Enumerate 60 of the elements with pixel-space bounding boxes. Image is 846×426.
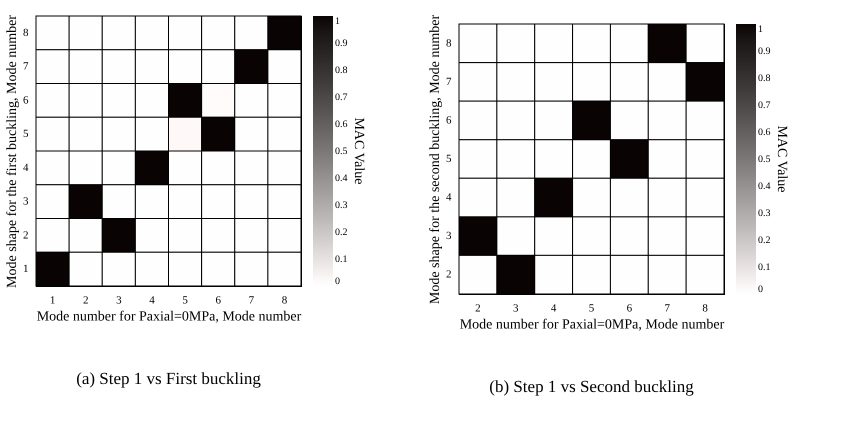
x-axis-title: Mode number for Paxial=0MPa, Mode number [460, 318, 725, 332]
x-tick-label: 3 [513, 302, 520, 314]
color-bar-label: 0 [758, 284, 763, 295]
color-bar-label: 0.6 [758, 127, 770, 138]
y-tick-label: 7 [446, 76, 452, 88]
text: (a) Step 1 vs First buckling [76, 369, 262, 388]
x-tick-label: 4 [550, 302, 557, 314]
y-tick-label: 3 [446, 230, 452, 242]
y-tick-label: 5 [23, 128, 29, 140]
x-tick-label: 2 [475, 302, 481, 314]
x-tick-label: 7 [248, 294, 255, 306]
y-tick-label: 1 [23, 263, 28, 276]
color-bar-label: 0.7 [758, 100, 770, 111]
color-bar-label: 0.1 [335, 254, 348, 265]
y-tick-label: 8 [23, 26, 29, 39]
x-tick-label: 5 [588, 302, 595, 314]
x-tick-label: 1 [50, 294, 56, 306]
color-bar-label: 0.3 [335, 200, 348, 211]
color-bar-label: 0.1 [758, 262, 770, 273]
color-bar-label: 0.2 [758, 235, 770, 246]
y-axis-title: Mode shape for the first buckling, Mode number [5, 14, 20, 288]
x-tick-label: 8 [702, 302, 708, 314]
color-bar-label: 0.2 [335, 227, 348, 238]
x-tick-label: 3 [116, 294, 122, 306]
x-tick-label: 6 [215, 294, 222, 306]
color-bar-label: 0.8 [758, 73, 770, 84]
y-tick-label: 5 [446, 153, 452, 165]
x-tick-label: 8 [282, 294, 288, 306]
y-tick-label: 6 [23, 94, 29, 106]
text: (b) Step 1 vs Second buckling [489, 377, 694, 396]
y-tick-label: 3 [23, 196, 29, 208]
y-tick-label: 7 [23, 60, 29, 73]
y-tick-label: 4 [446, 192, 452, 204]
y-axis-title: Mode shape for the second buckling, Mode number [428, 14, 443, 304]
y-tick-label: 8 [446, 37, 452, 50]
color-bar-label: 0.4 [758, 181, 770, 192]
color-bar-label: 0.5 [758, 154, 770, 165]
color-bar-label: 0.3 [758, 208, 770, 219]
color-bar-title: MAC Value [351, 117, 366, 185]
y-tick-label: 4 [23, 162, 29, 174]
y-tick-label: 2 [23, 229, 28, 242]
color-bar-label: 1 [758, 24, 763, 35]
y-tick-label: 6 [446, 114, 452, 126]
x-tick-label: 2 [82, 294, 88, 306]
x-axis-title: Mode number for Paxial=0MPa, Mode number [36, 310, 302, 324]
color-bar-label: 0 [335, 276, 340, 287]
x-tick-label: 6 [626, 302, 633, 314]
x-tick-label: 7 [664, 302, 670, 314]
x-tick-label: 5 [182, 294, 188, 306]
color-bar-label: 0.9 [335, 38, 348, 49]
color-bar-label: 0.5 [335, 146, 348, 157]
y-tick-label: 2 [446, 268, 452, 281]
color-bar-label: 1 [335, 16, 340, 27]
color-bar-label: 0.7 [335, 92, 348, 103]
color-bar-label: 0.6 [335, 119, 348, 130]
color-bar-title: MAC Value [774, 125, 789, 193]
color-bar-label: 0.4 [335, 173, 348, 184]
color-bar-label: 0.8 [335, 65, 348, 76]
color-bar-label: 0.9 [758, 46, 770, 57]
x-tick-label: 4 [149, 294, 156, 306]
